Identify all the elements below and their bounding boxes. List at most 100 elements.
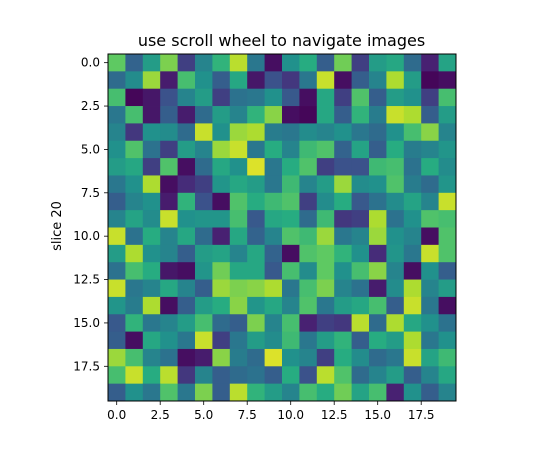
heatmap-cell [212,158,230,176]
heatmap-cell [265,366,283,384]
heatmap-cell [160,193,178,211]
heatmap-cell [317,280,335,298]
heatmap-cell [334,106,352,124]
heatmap-cell [178,314,196,332]
heatmap-cell [108,141,126,159]
heatmap-cell [282,89,300,107]
heatmap-cell [247,89,265,107]
heatmap-cell [421,280,439,298]
heatmap-cell [178,349,196,367]
heatmap-cell [299,89,317,107]
heatmap-cell [334,349,352,367]
heatmap-cell [369,332,387,350]
heatmap-cell [386,366,404,384]
heatmap-cell [195,245,213,263]
heatmap-cell [265,158,283,176]
heatmap-cell [404,141,422,159]
heatmap-cell [125,314,143,332]
heatmap-cell [421,71,439,89]
heatmap-cell [178,158,196,176]
heatmap-cell [230,123,248,141]
heatmap-cell [334,175,352,193]
heatmap-cell [439,175,457,193]
heatmap-cell [352,158,370,176]
heatmap-cell [160,384,178,402]
heatmap-cell [352,314,370,332]
heatmap-cell [160,141,178,159]
heatmap-cell [143,366,161,384]
heatmap-cell [334,384,352,402]
heatmap-cell [160,280,178,298]
heatmap-cell [195,314,213,332]
heatmap-cell [160,262,178,280]
heatmap-cell [212,297,230,315]
heatmap-cell [386,245,404,263]
heatmap-cell [386,332,404,350]
heatmap-cell [195,262,213,280]
heatmap-cell [299,384,317,402]
heatmap-cell [299,123,317,141]
heatmap-cell [178,193,196,211]
heatmap-cell [143,332,161,350]
heatmap-cell [108,54,126,72]
heatmap-cell [439,158,457,176]
heatmap-cell [317,384,335,402]
x-tick-label: 15.0 [364,408,391,422]
heatmap-cell [143,297,161,315]
heatmap-cell [195,349,213,367]
heatmap-cell [421,210,439,228]
heatmap-cell [160,210,178,228]
heatmap-cell [386,123,404,141]
heatmap-cell [125,89,143,107]
heatmap-cell [230,71,248,89]
heatmap-cell [421,175,439,193]
heatmap-cell [439,141,457,159]
heatmap-cell [265,141,283,159]
heatmap-cell [143,106,161,124]
heatmap-cell [125,349,143,367]
heatmap-cell [265,297,283,315]
heatmap-cell [334,193,352,211]
heatmap-cell [247,384,265,402]
heatmap-cell [195,141,213,159]
heatmap-cell [265,175,283,193]
heatmap-cell [299,366,317,384]
heatmap-cell [369,141,387,159]
heatmap-cell [404,245,422,263]
heatmap-cell [108,262,126,280]
heatmap-cell [143,384,161,402]
heatmap-cell [143,71,161,89]
heatmap-cell [160,54,178,72]
heatmap-cell [125,158,143,176]
heatmap-cell [352,245,370,263]
heatmap-cell [404,106,422,124]
heatmap-cell [265,71,283,89]
heatmap-cell [282,332,300,350]
heatmap-cell [230,280,248,298]
heatmap-cell [178,297,196,315]
heatmap-cell [282,193,300,211]
heatmap-cell [386,228,404,246]
heatmap-cell [265,349,283,367]
heatmap-cell [352,141,370,159]
heatmap-cell [334,366,352,384]
heatmap-cell [317,89,335,107]
heatmap-cell [299,158,317,176]
heatmap-cell [282,366,300,384]
heatmap-cell [352,297,370,315]
heatmap-cell [439,228,457,246]
heatmap-cell [125,384,143,402]
x-tick-label: 17.5 [408,408,435,422]
heatmap-cell [386,210,404,228]
heatmap-cell [404,314,422,332]
heatmap-cell [108,366,126,384]
heatmap-cell [160,349,178,367]
heatmap-cell [317,71,335,89]
heatmap-cell [421,297,439,315]
heatmap-cell [125,54,143,72]
heatmap-cell [125,175,143,193]
heatmap-cell [334,332,352,350]
heatmap-cell [265,262,283,280]
heatmap-cell [334,141,352,159]
y-tick-label: 15.0 [73,316,100,330]
